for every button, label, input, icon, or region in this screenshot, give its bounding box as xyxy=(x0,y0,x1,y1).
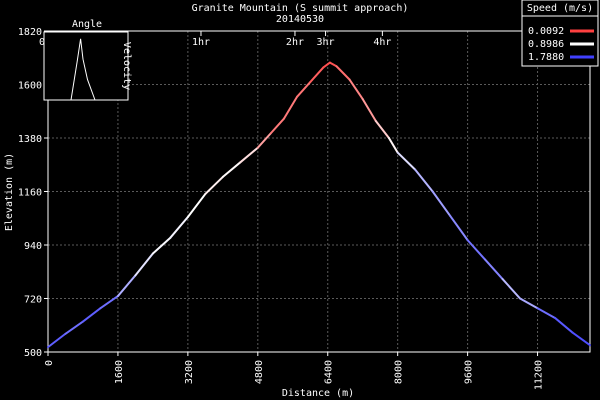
elevation-segment xyxy=(348,78,364,101)
legend-entry-label: 1.7880 xyxy=(528,52,564,63)
x-tick-label: 0 xyxy=(44,360,55,366)
y-tick-label: 500 xyxy=(24,348,42,359)
legend-entry-label: 0.8986 xyxy=(528,39,564,50)
elevation-segment xyxy=(269,117,286,135)
x-tick-label: 9600 xyxy=(464,360,475,384)
elevation-segment xyxy=(134,252,154,277)
elevation-segment xyxy=(387,137,399,154)
time-tick-label: 1hr xyxy=(192,37,210,48)
x-axis-label: Distance (m) xyxy=(282,388,354,399)
time-tick-label: 2hr xyxy=(286,37,304,48)
elevation-segment xyxy=(81,307,102,323)
elevation-segment xyxy=(169,216,189,239)
inset-ylabel: Velocity xyxy=(121,42,132,90)
elevation-segment xyxy=(571,331,591,347)
elevation-segment xyxy=(151,236,172,255)
elevation-segment xyxy=(221,161,242,178)
elevation-segment xyxy=(414,168,434,193)
elevation-segment xyxy=(449,214,469,242)
inset-plot: Angle Velocity xyxy=(43,19,132,101)
y-tick-label: 720 xyxy=(24,295,42,306)
legend: Speed (m/s) 0.0092 0.8986 1.7880 xyxy=(521,0,599,67)
elevation-segment xyxy=(328,61,338,68)
elevation-segment xyxy=(283,95,299,120)
elevation-segment xyxy=(536,307,557,319)
elevation-segment xyxy=(519,297,539,310)
x-tick-label: 1600 xyxy=(114,360,125,384)
elevation-segment xyxy=(256,132,272,149)
elevation-segment xyxy=(309,66,325,84)
x-tick-label: 11200 xyxy=(534,360,545,390)
elevation-segment xyxy=(204,175,224,195)
elevation-segment xyxy=(484,258,504,281)
legend-frame xyxy=(521,0,599,67)
inset-title: Angle xyxy=(72,19,102,30)
elevation-segment xyxy=(64,320,84,335)
time-tick-label: 4hr xyxy=(373,37,391,48)
chart-title: Granite Mountain (S summit approach) xyxy=(192,3,409,14)
label-layer: Granite Mountain (S summit approach) 201… xyxy=(4,3,545,399)
chart-subtitle: 20140530 xyxy=(276,14,324,25)
x-tick-label: 8000 xyxy=(394,360,405,384)
y-tick-label: 940 xyxy=(24,241,42,252)
elevation-segment xyxy=(501,278,522,300)
axis-layer xyxy=(44,30,591,356)
y-axis-label: Elevation (m) xyxy=(4,153,15,231)
elevation-segment xyxy=(396,151,417,171)
elevation-segment xyxy=(116,274,137,298)
elevation-segment xyxy=(47,332,67,349)
plot-frame xyxy=(47,30,591,353)
legend-entry-label: 0.0092 xyxy=(528,26,564,37)
elevation-segment xyxy=(361,98,377,122)
elevation-segment xyxy=(99,295,119,310)
elevation-segment xyxy=(239,146,259,164)
y-tick-label: 1600 xyxy=(18,81,42,92)
y-tick-label: 1160 xyxy=(18,188,42,199)
elevation-segment xyxy=(322,61,331,69)
inset-frame xyxy=(43,31,129,101)
elevation-segment xyxy=(296,81,312,98)
y-tick-label: 1380 xyxy=(18,134,42,145)
elevation-segment xyxy=(431,190,452,217)
elevation-segment xyxy=(554,316,574,334)
x-tick-label: 6400 xyxy=(324,360,335,384)
legend-title: Speed (m/s) xyxy=(527,3,593,14)
x-tick-label: 4800 xyxy=(254,360,265,384)
elevation-segment xyxy=(335,65,351,81)
series-layer xyxy=(47,61,591,349)
time-tick-label: 3hr xyxy=(317,37,335,48)
y-tick-label: 1820 xyxy=(18,27,42,38)
elevation-segment xyxy=(186,192,207,219)
elevation-segment xyxy=(374,119,390,139)
elevation-segment xyxy=(466,239,487,261)
inset-line xyxy=(70,38,96,101)
x-tick-label: 3200 xyxy=(184,360,195,384)
